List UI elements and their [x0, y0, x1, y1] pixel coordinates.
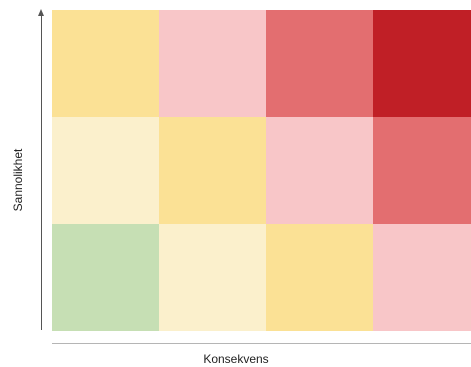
y-axis-arrow-icon [38, 9, 44, 16]
y-axis-line [41, 14, 42, 330]
matrix-cell-r1-c2 [159, 10, 266, 117]
matrix-cell-r1-c1 [52, 10, 159, 117]
matrix-cell-r2-c4 [373, 117, 471, 224]
matrix-cell-r3-c4 [373, 224, 471, 331]
risk-matrix [52, 10, 471, 331]
matrix-cell-r1-c4 [373, 10, 471, 117]
matrix-cell-r2-c3 [266, 117, 373, 224]
matrix-cell-r3-c2 [159, 224, 266, 331]
matrix-cell-r3-c1 [52, 224, 159, 331]
y-axis-label: Sannolikhet [11, 148, 25, 212]
x-axis-line [52, 343, 471, 344]
matrix-cell-r2-c2 [159, 117, 266, 224]
matrix-cell-r3-c3 [266, 224, 373, 331]
matrix-cell-r2-c1 [52, 117, 159, 224]
matrix-cell-r1-c3 [266, 10, 373, 117]
x-axis-label: Konsekvens [203, 352, 269, 366]
